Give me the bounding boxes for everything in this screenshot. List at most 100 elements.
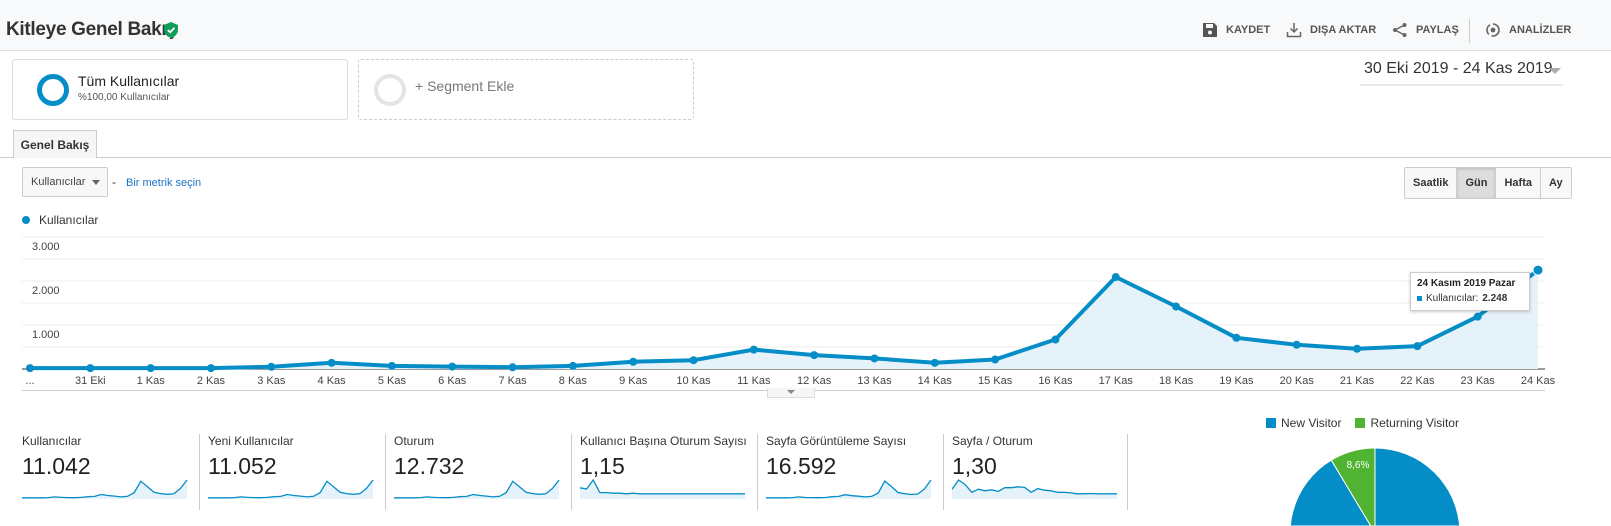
- metric-select-value: Kullanıcılar: [31, 176, 86, 188]
- granularity-month[interactable]: Ay: [1539, 168, 1571, 198]
- data-point[interactable]: [267, 362, 276, 371]
- granularity-day[interactable]: Gün: [1456, 168, 1496, 198]
- x-tick-label: 9 Kas: [619, 375, 648, 387]
- download-icon: [1286, 23, 1302, 38]
- chart-area: [30, 270, 1538, 369]
- export-button[interactable]: DIŞA AKTAR: [1286, 22, 1376, 38]
- metric-value: 11.052: [208, 453, 277, 479]
- x-tick-label: 23 Kas: [1461, 375, 1496, 387]
- metric-label: Kullanıcı Başına Oturum Sayısı: [580, 434, 747, 448]
- data-point[interactable]: [1051, 335, 1060, 344]
- data-point[interactable]: [448, 362, 457, 371]
- page-header: [0, 0, 1611, 51]
- y-tick-label: 3.000: [32, 241, 60, 253]
- header-divider: [1469, 19, 1470, 43]
- pie-legend-new[interactable]: New Visitor: [1266, 416, 1341, 430]
- segment-sub: %100,00 Kullanıcılar: [78, 92, 170, 103]
- collapse-chart-button[interactable]: [767, 388, 815, 398]
- data-point[interactable]: [1353, 344, 1362, 353]
- x-tick-label: 6 Kas: [438, 375, 467, 387]
- save-button[interactable]: KAYDET: [1202, 22, 1270, 38]
- save-icon: [1203, 23, 1217, 37]
- metric-card[interactable]: Oturum 12.732: [394, 434, 572, 510]
- x-tick-label: 13 Kas: [857, 375, 892, 387]
- data-point[interactable]: [1292, 340, 1301, 349]
- empty-ring-icon: [374, 74, 406, 106]
- data-point[interactable]: [689, 356, 698, 365]
- metric-card[interactable]: Sayfa / Oturum 1,30: [952, 434, 1128, 510]
- x-tick-label: 31 Eki: [75, 375, 106, 387]
- data-point[interactable]: [387, 361, 396, 370]
- data-point[interactable]: [870, 354, 879, 363]
- x-tick-label: 11 Kas: [737, 375, 771, 387]
- data-point[interactable]: [1172, 302, 1181, 311]
- users-line-chart: 3.000 2.000 1.000... 31 Eki 1 Kas 2 Kas 3 Kas 4…: [22, 236, 1556, 387]
- data-point[interactable]: [930, 358, 939, 367]
- data-point[interactable]: [508, 363, 517, 372]
- metric-sparkline: [952, 479, 1117, 499]
- granularity-buttons: Saatlik Gün Hafta Ay: [1404, 167, 1572, 199]
- segment-name: Tüm Kullanıcılar: [78, 73, 180, 89]
- metric-label: Oturum: [394, 434, 435, 448]
- tab-overview[interactable]: Genel Bakış: [13, 130, 97, 158]
- x-tick-label: 15 Kas: [978, 375, 1013, 387]
- data-point[interactable]: [1111, 273, 1120, 282]
- data-point[interactable]: [206, 364, 215, 373]
- x-tick-label: 5 Kas: [378, 375, 407, 387]
- metric-value: 11.042: [22, 453, 91, 479]
- pie-slice-new-visitor[interactable]: [1289, 447, 1461, 526]
- metric-value: 16.592: [766, 453, 837, 479]
- legend-label: Kullanıcılar: [39, 213, 99, 227]
- metric-value: 12.732: [394, 453, 465, 479]
- chart-tooltip: 24 Kasım 2019 Pazar Kullanıcılar: 2.248: [1410, 272, 1530, 311]
- date-range-picker[interactable]: 30 Eki 2019 - 24 Kas 2019: [1360, 60, 1563, 86]
- data-point[interactable]: [810, 351, 819, 360]
- data-point[interactable]: [749, 345, 758, 354]
- add-segment-button[interactable]: + Segment Ekle: [358, 59, 694, 120]
- data-point[interactable]: [568, 361, 577, 370]
- metric-card[interactable]: Sayfa Görüntüleme Sayısı 16.592: [766, 434, 944, 510]
- data-point[interactable]: [1232, 333, 1241, 342]
- x-tick-label: 22 Kas: [1400, 375, 1435, 387]
- data-point[interactable]: [629, 357, 638, 366]
- granularity-hourly[interactable]: Saatlik: [1405, 168, 1457, 198]
- metric-card[interactable]: Kullanıcılar 11.042: [22, 434, 200, 510]
- x-tick-label: 7 Kas: [498, 375, 527, 387]
- data-point[interactable]: [1413, 342, 1422, 351]
- segment-all-users[interactable]: Tüm Kullanıcılar %100,00 Kullanıcılar: [12, 59, 348, 120]
- chevron-down-icon: [92, 180, 100, 189]
- data-point[interactable]: [86, 364, 95, 373]
- x-tick-label: 24 Kas: [1521, 375, 1556, 387]
- x-tick-label: 8 Kas: [559, 375, 588, 387]
- insights-icon: [1486, 23, 1500, 37]
- metric-sparkline: [580, 478, 745, 499]
- x-tick-label: 21 Kas: [1340, 375, 1375, 387]
- metric-select[interactable]: Kullanıcılar: [22, 167, 108, 197]
- x-tick-label: 3 Kas: [257, 375, 286, 387]
- pie-slice-returning-visitor[interactable]: [1330, 447, 1376, 526]
- x-tick-label: 10 Kas: [676, 375, 711, 387]
- granularity-week[interactable]: Hafta: [1495, 168, 1540, 198]
- data-point[interactable]: [991, 355, 1000, 364]
- add-segment-label: + Segment Ekle: [415, 78, 515, 94]
- insights-button[interactable]: ANALİZLER: [1485, 22, 1571, 38]
- legend-dot-icon: [22, 216, 30, 224]
- tooltip-swatch: [1417, 296, 1422, 301]
- y-tick-label: 1.000: [32, 329, 60, 341]
- metric-card[interactable]: Kullanıcı Başına Oturum Sayısı 1,15: [580, 434, 758, 510]
- data-point[interactable]: [1473, 312, 1482, 321]
- data-point[interactable]: [26, 364, 34, 373]
- tab-divider: [0, 157, 1611, 158]
- share-button[interactable]: PAYLAŞ: [1392, 22, 1459, 38]
- data-point[interactable]: [1532, 264, 1544, 276]
- metric-card[interactable]: Yeni Kullanıcılar 11.052: [208, 434, 386, 510]
- pie-legend-returning[interactable]: Returning Visitor: [1355, 416, 1459, 430]
- chart-line: [30, 268, 1540, 371]
- data-point[interactable]: [146, 364, 155, 373]
- pick-metric-link[interactable]: Bir metrik seçin: [126, 177, 202, 189]
- legend-label: New Visitor: [1281, 416, 1342, 430]
- visitor-pie-chart: 8,6%: [1289, 447, 1461, 526]
- pie-legend: New Visitor Returning Visitor: [1266, 416, 1459, 430]
- metric-sparkline: [22, 479, 188, 499]
- data-point[interactable]: [327, 358, 336, 367]
